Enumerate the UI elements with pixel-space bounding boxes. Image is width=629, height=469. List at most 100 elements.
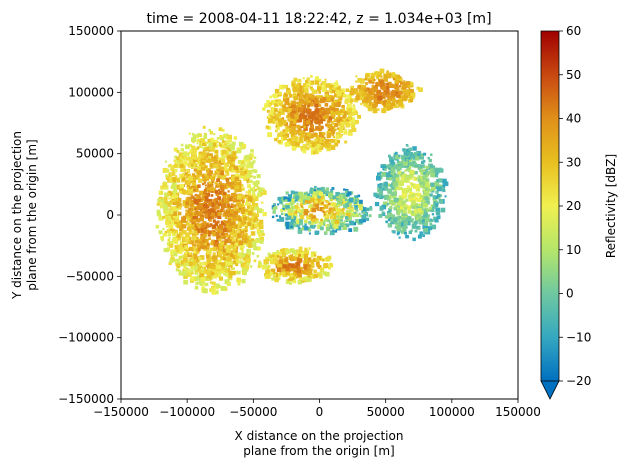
echo-cell — [231, 195, 235, 199]
echo-cell — [341, 119, 344, 123]
echo-cell — [436, 175, 439, 178]
echo-cell — [240, 248, 243, 251]
echo-cell — [222, 268, 226, 272]
colorbar-label: Reflectivity [dBZ] — [604, 154, 618, 258]
echo-cell — [410, 177, 413, 180]
echo-cell — [316, 149, 320, 153]
echo-cell — [416, 183, 420, 187]
echo-cell — [226, 181, 230, 185]
echo-cell — [253, 169, 258, 174]
echo-cell — [417, 213, 422, 217]
echo-cell — [286, 87, 290, 92]
echo-cell — [307, 199, 312, 204]
echo-cell — [261, 209, 264, 212]
y-tick-label: −100000 — [58, 331, 114, 345]
echo-cell — [362, 86, 366, 90]
echo-cell — [208, 142, 213, 147]
echo-cell — [167, 192, 171, 196]
echo-cell — [341, 112, 344, 116]
echo-cell — [409, 161, 414, 167]
echo-cell — [333, 139, 338, 143]
echo-cell — [188, 246, 193, 251]
echo-cell — [182, 203, 186, 206]
echo-cell — [367, 87, 370, 90]
echo-cell — [401, 158, 406, 163]
echo-cell — [211, 230, 216, 235]
echo-cell — [268, 256, 273, 261]
echo-cell — [393, 91, 399, 97]
echo-cell — [285, 127, 290, 132]
echo-cell — [414, 229, 418, 233]
colorbar-extend-triangle — [540, 380, 560, 400]
echo-cell — [186, 239, 191, 244]
echo-cell — [434, 181, 440, 186]
echo-cell — [179, 250, 183, 254]
echo-cell — [281, 117, 285, 120]
echo-cell — [345, 201, 349, 204]
echo-cell — [189, 187, 194, 192]
echo-cell — [305, 118, 308, 122]
echo-cell — [321, 142, 327, 148]
echo-cell — [267, 132, 273, 138]
echo-cell — [186, 216, 190, 219]
echo-cell — [277, 139, 282, 144]
echo-cell — [300, 134, 305, 139]
echo-cell — [245, 257, 251, 263]
echo-cell — [360, 102, 363, 106]
echo-cell — [411, 183, 414, 186]
echo-cell — [358, 212, 361, 215]
echo-cell — [209, 163, 212, 166]
echo-cell — [318, 127, 322, 132]
echo-cell — [211, 224, 217, 229]
echo-cell — [236, 226, 240, 230]
echo-cell — [191, 152, 197, 158]
echo-cell — [266, 258, 270, 262]
echo-cell — [208, 145, 211, 149]
echo-cell — [179, 173, 185, 179]
echo-cell — [392, 170, 396, 174]
echo-cell — [231, 270, 236, 276]
echo-cell — [226, 256, 232, 262]
echo-cell — [218, 238, 222, 242]
echo-cell — [338, 128, 344, 133]
echo-cell — [422, 202, 428, 208]
echo-cell — [158, 230, 163, 235]
echo-cell — [297, 78, 302, 83]
echo-cell — [221, 140, 225, 143]
echo-cell — [394, 226, 397, 229]
echo-cell — [208, 149, 211, 152]
echo-cell — [326, 90, 329, 93]
echo-cell — [202, 282, 205, 286]
echo-cell — [181, 235, 184, 238]
echo-cell — [219, 276, 224, 281]
echo-cell — [312, 191, 317, 195]
echo-cell — [185, 236, 190, 241]
echo-cell — [172, 216, 176, 219]
echo-cell — [277, 203, 280, 206]
echo-cell — [413, 209, 417, 213]
echo-cell — [394, 186, 398, 190]
echo-cell — [222, 233, 227, 238]
echo-cell — [246, 236, 250, 240]
echo-cell — [173, 207, 179, 213]
echo-cell — [413, 155, 416, 158]
echo-cell — [217, 201, 222, 207]
echo-cell — [209, 281, 213, 284]
echo-cell — [251, 240, 257, 246]
echo-cell — [252, 190, 255, 193]
echo-cell — [391, 173, 395, 177]
echo-cell — [390, 94, 396, 99]
echo-cell — [298, 276, 303, 280]
echo-cell — [210, 194, 214, 197]
echo-cell — [226, 184, 230, 189]
y-tick-label: 150000 — [68, 24, 114, 38]
echo-cell — [204, 173, 207, 177]
echo-cell — [422, 234, 425, 237]
echo-cell — [284, 130, 288, 134]
echo-cell — [277, 262, 283, 268]
echo-cell — [358, 199, 363, 204]
echo-cell — [225, 209, 230, 214]
echo-cell — [405, 234, 409, 239]
echo-cell — [418, 220, 424, 225]
